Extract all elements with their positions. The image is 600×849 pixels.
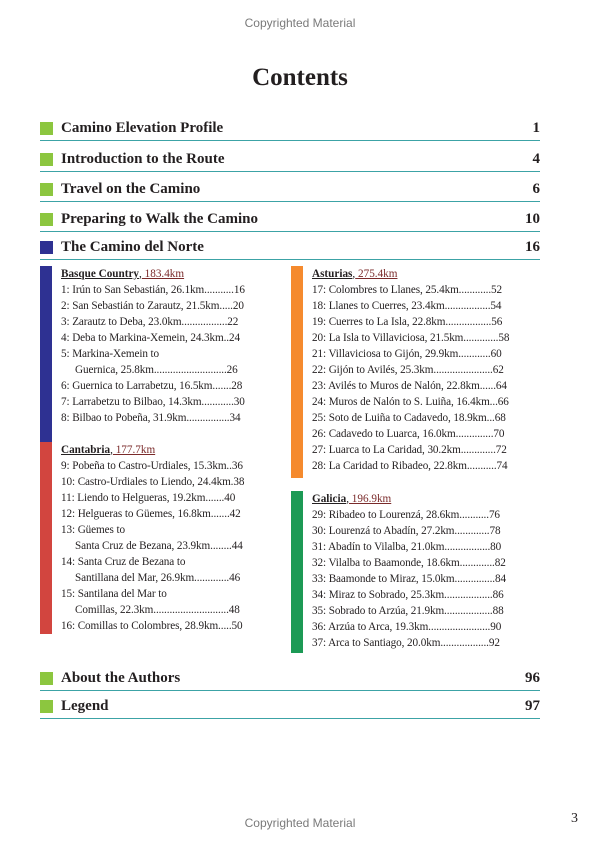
bullet-square-icon	[40, 213, 53, 226]
region-name: Cantabria	[61, 444, 111, 456]
region-color-bar	[40, 442, 52, 634]
region-name: Basque Country	[61, 268, 140, 280]
top-toc-entry[interactable]: The Camino del Norte 16	[40, 237, 540, 260]
stage-entry[interactable]: 35: Sobrado to Arzúa, 21.9km............…	[312, 605, 504, 617]
bullet-square-icon	[40, 672, 53, 685]
region-heading: Asturias, 275.4km	[312, 266, 509, 282]
stage-entry[interactable]: 5: Markina-Xemein to	[61, 348, 160, 360]
region-name: Asturias	[312, 268, 353, 280]
top-toc-entry[interactable]: Introduction to the Route 4	[40, 149, 540, 172]
region-separator: ,	[352, 268, 356, 280]
region-distance: 183.4km	[141, 268, 185, 280]
stage-entry[interactable]: 3: Zarautz to Deba, 23.0km..............…	[61, 316, 239, 328]
stage-entry-continuation[interactable]: Guernica, 25.8km........................…	[75, 364, 238, 376]
stage-entry[interactable]: 28: La Caridad to Ribadeo, 22.8km.......…	[312, 460, 508, 472]
bottom-toc-entry[interactable]: About the Authors 96	[40, 668, 540, 691]
stage-entry[interactable]: 7: Larrabetzu to Bilbao, 14.3km.........…	[61, 396, 245, 408]
region-basque: Basque Country, 183.4km 1: Irún to San Se…	[40, 266, 290, 452]
bullet-square-icon	[40, 700, 53, 713]
top-toc-entry[interactable]: Travel on the Camino 6	[40, 179, 540, 202]
bullet-square-icon	[40, 183, 53, 196]
region-asturias: Asturias, 275.4km 17: Colombres to Llanes…	[291, 266, 551, 478]
bullet-square-icon	[40, 241, 53, 254]
stage-entry[interactable]: 13: Güemes to	[61, 524, 125, 536]
region-galicia: Galicia, 196.9km 29: Ribadeo to Lourenzá,…	[291, 491, 551, 653]
region-heading: Galicia, 196.9km	[312, 491, 506, 507]
page-number: 3	[571, 811, 578, 826]
stage-entry[interactable]: 25: Soto de Luiña to Cadavedo, 18.9km...…	[312, 412, 506, 424]
stage-entry[interactable]: 36: Arzúa to Arca, 19.3km...............…	[312, 621, 502, 633]
stage-entry[interactable]: 4: Deba to Markina-Xemein, 24.3km..24	[61, 332, 240, 344]
region-color-bar	[291, 266, 303, 478]
stage-entry[interactable]: 34: Miraz to Sobrado, 25.3km............…	[312, 589, 504, 601]
stage-entry[interactable]: 9: Pobeña to Castro-Urdiales, 15.3km..36	[61, 460, 243, 472]
stage-entry[interactable]: 18: Llanes to Cuerres, 23.4km...........…	[312, 300, 502, 312]
region-name: Galicia	[312, 493, 347, 505]
region-heading: Basque Country, 183.4km	[61, 266, 245, 282]
stage-entry[interactable]: 32: Vilalba to Baamonde, 18.6km.........…	[312, 557, 506, 569]
toc-entry-title: Camino Elevation Profile	[61, 120, 224, 136]
toc-entry-page: 96	[525, 670, 540, 686]
stage-entry[interactable]: 12: Helgueras to Güemes, 16.8km.......42	[61, 508, 241, 520]
toc-entry-title: Travel on the Camino	[61, 181, 201, 197]
toc-entry-title: Legend	[61, 698, 109, 714]
toc-entry-page: 97	[525, 698, 540, 714]
stage-entry-continuation[interactable]: Santillana del Mar, 26.9km.............4…	[75, 572, 241, 584]
stage-entry[interactable]: 11: Liendo to Helgueras, 19.2km.......40	[61, 492, 236, 504]
stage-entry[interactable]: 22: Gijón to Avilés, 25.3km.............…	[312, 364, 504, 376]
toc-entry-title: About the Authors	[61, 670, 181, 686]
stage-entry[interactable]: 37: Arca to Santiago, 20.0km............…	[312, 637, 500, 649]
stage-entry[interactable]: 17: Colombres to Llanes, 25.4km.........…	[312, 284, 503, 296]
stage-entry[interactable]: 6: Guernica to Larrabetzu, 16.5km.......…	[61, 380, 243, 392]
toc-entry-page: 1	[532, 120, 541, 136]
bullet-square-icon	[40, 122, 53, 135]
stage-entry[interactable]: 16: Comillas to Colombres, 28.9km.....50	[61, 620, 243, 632]
toc-entry-title: Preparing to Walk the Camino	[61, 211, 258, 227]
page-title: Contents	[252, 64, 348, 91]
region-separator: ,	[346, 493, 349, 505]
region-distance: 275.4km	[355, 268, 398, 280]
stage-entry-continuation[interactable]: Santa Cruz de Bezana, 23.9km........44	[75, 540, 243, 552]
toc-entry-page: 16	[525, 239, 540, 255]
region-color-bar	[40, 266, 52, 452]
top-toc-entry[interactable]: Preparing to Walk the Camino 10	[40, 209, 540, 232]
stage-entry[interactable]: 21: Villaviciosa to Gijón, 29.9km.......…	[312, 348, 502, 360]
region-distance: 196.9km	[348, 493, 392, 505]
stage-entry[interactable]: 24: Muros de Nalón to S. Luiña, 16.4km..…	[312, 396, 509, 408]
top-toc-entry[interactable]: Camino Elevation Profile 1	[40, 118, 540, 141]
bullet-square-icon	[40, 153, 53, 166]
stage-entry[interactable]: 1: Irún to San Sebastián, 26.1km........…	[61, 284, 245, 296]
region-distance: 177.7km	[112, 444, 156, 456]
stage-entry[interactable]: 26: Cadavedo to Luarca, 16.0km..........…	[312, 428, 505, 440]
stage-entry[interactable]: 14: Santa Cruz de Bezana to	[61, 556, 186, 568]
copyright-watermark-bottom: Copyrighted Material	[244, 816, 356, 830]
region-separator: ,	[139, 268, 142, 280]
bottom-toc-entry[interactable]: Legend 97	[40, 696, 540, 719]
copyright-watermark-top: Copyrighted Material	[244, 16, 356, 30]
stage-entry[interactable]: 23: Avilés to Muros de Nalón, 22.8km....…	[312, 380, 507, 392]
region-color-bar	[291, 491, 303, 653]
toc-entry-title: Introduction to the Route	[61, 151, 225, 167]
stage-entry[interactable]: 29: Ribadeo to Lourenzá, 28.6km.........…	[312, 509, 500, 521]
stage-entry[interactable]: 19: Cuerres to La Isla, 22.8km..........…	[312, 316, 503, 328]
toc-entry-page: 10	[525, 211, 540, 227]
toc-entry-page: 6	[532, 181, 541, 197]
region-cantabria: Cantabria, 177.7km 9: Pobeña to Castro-Ur…	[40, 442, 290, 634]
stage-entry[interactable]: 31: Abadín to Vilalba, 21.0km...........…	[312, 541, 502, 553]
toc-entry-title: The Camino del Norte	[61, 239, 204, 255]
stage-entry[interactable]: 20: La Isla to Villaviciosa, 21.5km.....…	[312, 332, 510, 344]
stage-entry-continuation[interactable]: Comillas, 22.3km........................…	[75, 604, 240, 616]
stage-entry[interactable]: 8: Bilbao to Pobeña, 31.9km.............…	[61, 412, 241, 424]
stage-entry[interactable]: 10: Castro-Urdiales to Liendo, 24.4km.38	[61, 476, 245, 488]
stage-entry[interactable]: 15: Santilana del Mar to	[61, 588, 167, 600]
stage-entry[interactable]: 27: Luarca to La Caridad, 30.2km........…	[312, 444, 507, 456]
region-heading: Cantabria, 177.7km	[61, 442, 244, 458]
toc-entry-page: 4	[532, 151, 541, 167]
region-separator: ,	[110, 444, 113, 456]
stage-entry[interactable]: 2: San Sebastián to Zarautz, 21.5km.....…	[61, 300, 244, 312]
stage-entry[interactable]: 30: Lourenzá to Abadín, 27.2km..........…	[312, 525, 501, 537]
stage-entry[interactable]: 33: Baamonde to Miraz, 15.0km...........…	[312, 573, 506, 585]
